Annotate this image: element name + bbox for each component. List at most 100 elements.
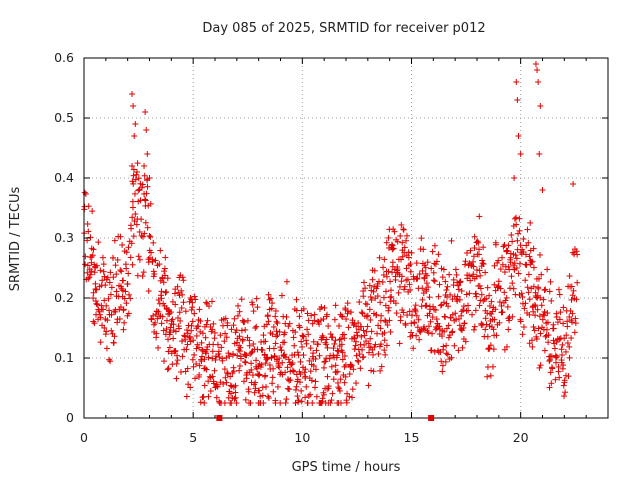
data-point <box>491 262 498 269</box>
data-point <box>460 324 467 331</box>
data-point <box>133 169 140 176</box>
data-point <box>160 279 167 286</box>
data-point <box>369 276 376 283</box>
data-point <box>435 293 442 300</box>
data-point <box>144 224 151 231</box>
data-point <box>108 311 115 318</box>
data-point <box>184 327 191 334</box>
data-point <box>121 295 128 302</box>
data-point <box>444 293 451 300</box>
data-point <box>334 379 341 386</box>
data-point <box>390 226 397 233</box>
data-point <box>130 103 137 109</box>
data-point <box>293 296 300 303</box>
data-point <box>141 230 148 237</box>
data-point <box>205 393 212 400</box>
data-point <box>353 352 360 359</box>
data-point <box>419 267 426 274</box>
data-point <box>90 289 97 296</box>
data-point <box>478 291 485 298</box>
data-point <box>418 235 425 242</box>
data-point <box>418 303 425 310</box>
data-point <box>435 251 442 258</box>
data-point <box>273 333 280 340</box>
data-point <box>383 342 390 349</box>
data-point <box>560 304 567 311</box>
data-point <box>486 345 493 352</box>
data-point <box>530 283 537 290</box>
data-point <box>243 375 250 382</box>
data-point <box>533 335 540 342</box>
data-point <box>270 388 277 395</box>
data-point <box>230 350 237 357</box>
data-point <box>130 233 137 240</box>
data-point <box>480 261 487 268</box>
data-point <box>488 298 495 305</box>
data-point <box>427 318 434 325</box>
data-point <box>462 258 469 265</box>
data-point <box>569 310 576 317</box>
data-point <box>119 287 126 294</box>
data-point <box>483 295 490 302</box>
data-point <box>471 245 478 252</box>
data-point <box>503 294 510 301</box>
data-point <box>449 328 456 335</box>
data-point <box>201 400 208 406</box>
data-point <box>400 226 407 233</box>
data-point <box>239 336 246 343</box>
data-point <box>492 241 499 248</box>
data-point <box>393 310 400 317</box>
data-point <box>439 368 446 375</box>
data-point <box>411 320 418 327</box>
data-point <box>547 278 554 285</box>
data-point <box>271 352 278 359</box>
data-point <box>316 352 323 359</box>
data-point <box>234 302 241 309</box>
data-point <box>217 332 224 339</box>
data-point <box>272 340 279 347</box>
data-point <box>495 278 502 285</box>
data-point <box>337 336 344 343</box>
data-point <box>306 357 313 364</box>
data-point <box>169 316 176 323</box>
data-point <box>547 369 554 376</box>
data-point <box>511 260 518 267</box>
data-point <box>470 253 477 260</box>
data-point <box>513 255 520 262</box>
data-point <box>343 399 350 406</box>
data-point <box>121 319 128 326</box>
data-point <box>84 262 91 269</box>
data-point <box>432 261 439 268</box>
data-point <box>542 286 549 293</box>
data-point <box>228 326 235 333</box>
data-point <box>167 329 174 336</box>
data-point <box>269 300 276 307</box>
data-point <box>561 377 568 384</box>
data-point <box>497 285 504 292</box>
data-point <box>290 334 297 341</box>
data-point <box>290 368 297 375</box>
data-point <box>282 369 289 376</box>
data-point <box>466 272 473 279</box>
data-point <box>329 390 336 397</box>
data-point <box>104 274 111 281</box>
data-point <box>207 388 214 395</box>
data-point <box>540 311 547 318</box>
data-point <box>299 343 306 350</box>
data-point <box>320 334 327 341</box>
data-point <box>517 151 524 157</box>
data-point <box>221 366 228 373</box>
data-point <box>165 336 172 343</box>
data-point <box>400 309 407 316</box>
data-point <box>429 248 436 255</box>
data-point <box>135 253 142 260</box>
data-point <box>452 266 459 273</box>
data-point <box>399 239 406 246</box>
data-point <box>239 317 246 324</box>
data-point <box>82 253 89 260</box>
data-point <box>484 364 491 371</box>
data-point <box>110 339 117 346</box>
data-point <box>242 359 249 366</box>
data-point <box>129 214 136 221</box>
data-point <box>436 323 443 330</box>
